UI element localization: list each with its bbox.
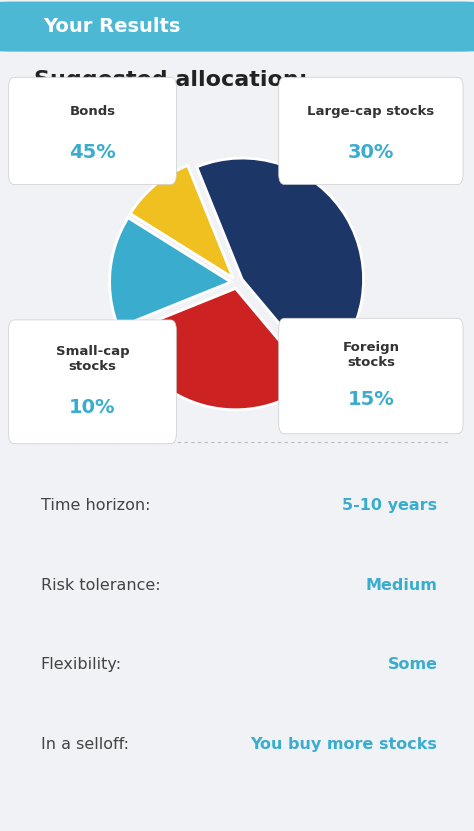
Text: Large-cap stocks: Large-cap stocks bbox=[307, 106, 435, 118]
Text: Flexibility:: Flexibility: bbox=[41, 657, 122, 672]
Text: You buy more stocks: You buy more stocks bbox=[251, 737, 438, 752]
Text: 30%: 30% bbox=[348, 143, 394, 162]
Text: 45%: 45% bbox=[69, 143, 116, 162]
Text: Time horizon:: Time horizon: bbox=[41, 498, 150, 513]
Text: 15%: 15% bbox=[347, 391, 394, 410]
Text: Suggested allocation:: Suggested allocation: bbox=[34, 70, 308, 90]
Text: Risk tolerance:: Risk tolerance: bbox=[41, 578, 160, 593]
Wedge shape bbox=[130, 165, 233, 278]
Text: Small-cap
stocks: Small-cap stocks bbox=[55, 345, 129, 373]
Text: Medium: Medium bbox=[365, 578, 438, 593]
Wedge shape bbox=[123, 288, 313, 410]
Text: Your Results: Your Results bbox=[43, 17, 181, 36]
Text: 5-10 years: 5-10 years bbox=[342, 498, 438, 513]
Text: Foreign
stocks: Foreign stocks bbox=[342, 341, 400, 369]
Text: In a selloff:: In a selloff: bbox=[41, 737, 129, 752]
Text: Some: Some bbox=[388, 657, 438, 672]
Wedge shape bbox=[109, 218, 231, 327]
FancyBboxPatch shape bbox=[0, 2, 474, 52]
Text: 10%: 10% bbox=[69, 398, 116, 417]
Wedge shape bbox=[197, 158, 364, 372]
Text: Bonds: Bonds bbox=[69, 106, 116, 118]
